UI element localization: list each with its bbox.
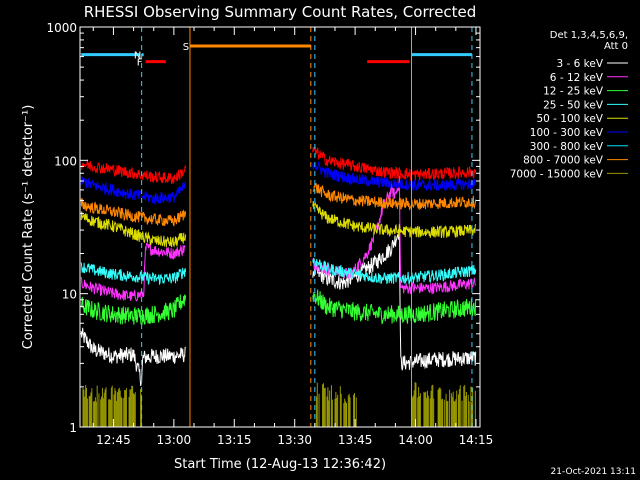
series-line-3-6-kev [80, 327, 187, 387]
footer-timestamp: 21-Oct-2021 13:11 [551, 467, 636, 477]
flag-label-N: N [134, 51, 141, 62]
legend-label: 300 - 800 keV [530, 141, 604, 153]
flag-label-S: S [183, 42, 189, 53]
x-tick-label: 14:00 [398, 433, 433, 447]
series-line-25-50-kev [312, 257, 477, 285]
legend-label: 800 - 7000 keV [523, 155, 604, 167]
x-axis-label: Start Time (12-Aug-13 12:36:42) [174, 457, 386, 472]
legend-label: 25 - 50 keV [543, 99, 604, 111]
legend-label: 100 - 300 keV [530, 127, 604, 139]
y-tick-label: 1000 [46, 21, 77, 35]
series-line-12-25-kev [80, 294, 187, 325]
y-tick-label: 1 [69, 421, 77, 435]
series-line-50-100-kev [312, 200, 477, 239]
x-tick-label: 14:15 [459, 433, 494, 447]
legend-label: 50 - 100 keV [536, 113, 603, 125]
series-line-100-300-kev [312, 161, 477, 192]
chart-title: RHESSI Observing Summary Count Rates, Co… [84, 3, 477, 21]
series-line-12-25-kev [312, 289, 477, 325]
series-line-series-9 [80, 159, 187, 185]
series-line-series-9 [312, 146, 477, 182]
plot-area [80, 27, 477, 427]
x-tick-label: 13:45 [338, 433, 373, 447]
x-tick-label: 13:00 [157, 433, 192, 447]
y-tick-label: 10 [62, 288, 77, 302]
y-tick-label: 100 [54, 154, 77, 168]
series-line-6-12-kev [80, 243, 186, 302]
x-tick-label: 12:45 [96, 433, 131, 447]
series-line-800-7000-kev [80, 197, 187, 227]
series-line-3-6-kev [312, 223, 477, 371]
legend-header-line: Det 1,3,4,5,6,9, [550, 30, 628, 41]
series-line-25-50-kev [80, 262, 187, 286]
plot-frame [79, 26, 481, 428]
flag-label-F: F [137, 58, 143, 69]
legend-label: 12 - 25 keV [543, 86, 604, 98]
y-axis-label: Corrected Count Rate (s⁻¹ detector⁻¹) [21, 105, 36, 350]
x-tick-label: 13:30 [277, 433, 312, 447]
legend-label: 6 - 12 keV [550, 72, 604, 84]
series-line-50-100-kev [80, 211, 187, 248]
series-line-100-300-kev [80, 175, 187, 206]
legend-header-line: Att 0 [604, 41, 628, 52]
legend: Det 1,3,4,5,6,9,Att 03 - 6 keV 6 - 12 keV… [510, 30, 628, 180]
x-tick-label: 13:15 [217, 433, 252, 447]
legend-label: 7000 - 15000 keV [510, 168, 604, 180]
legend-label: 3 - 6 keV [556, 58, 603, 70]
series-line-800-7000-kev [312, 183, 477, 211]
axes: NF S 12:45 13:00 13:15 13:30 13:45 14:00 14:15 1 1… [46, 21, 493, 447]
